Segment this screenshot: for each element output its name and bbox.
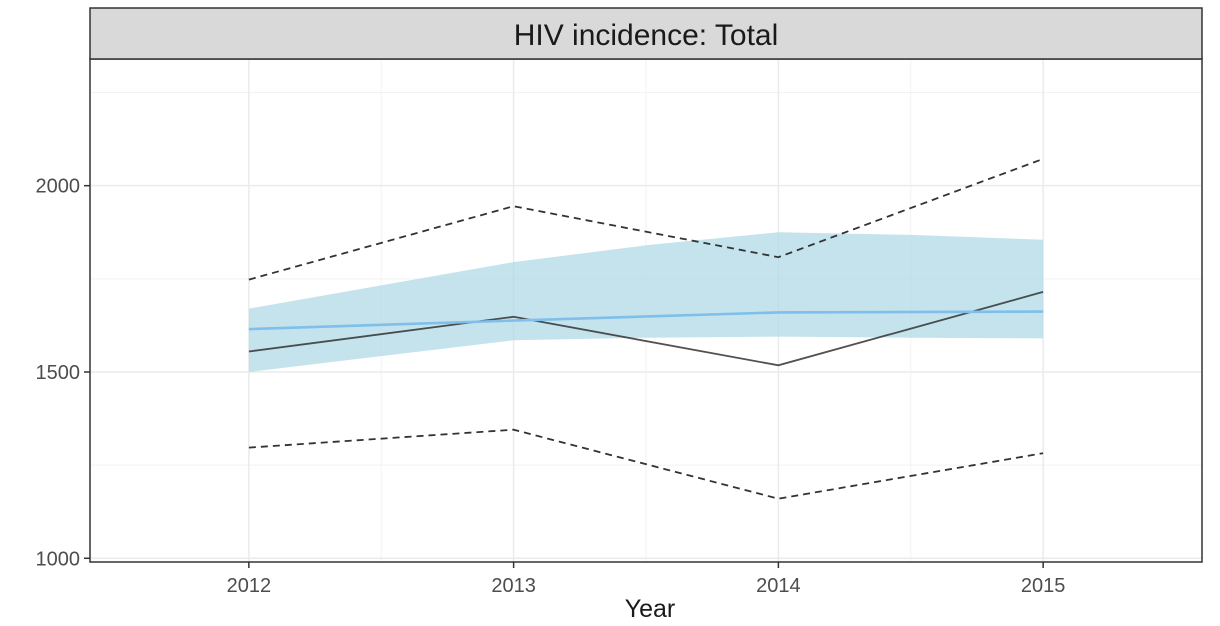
series-lines (248, 158, 1044, 500)
confidence-band (248, 232, 1044, 372)
series-line-model-fit (248, 310, 1044, 331)
facet-strip-background (89, 7, 1203, 60)
x-tick-label: 2013 (491, 575, 536, 597)
series-line-observed-upper (248, 158, 1044, 281)
series-line-observed-lower (248, 428, 1044, 500)
confidence-band-group (248, 232, 1044, 372)
x-tick-label: 2014 (756, 575, 801, 597)
x-axis-title: Year (625, 595, 676, 623)
series-line-observed (248, 291, 1044, 367)
facet-strip: HIV incidence: Total (89, 7, 1203, 60)
y-axis: 1000 1500 2000 (36, 176, 90, 570)
x-tick-label: 2012 (227, 575, 272, 597)
x-axis: 2012 2013 2014 2015 (227, 562, 1066, 597)
y-tick-label: 2000 (36, 176, 81, 198)
chart-title: HIV incidence: Total (514, 19, 779, 52)
y-tick-label: 1500 (36, 362, 81, 384)
y-tick-label: 1000 (36, 548, 81, 570)
x-tick-label: 2015 (1021, 575, 1066, 597)
